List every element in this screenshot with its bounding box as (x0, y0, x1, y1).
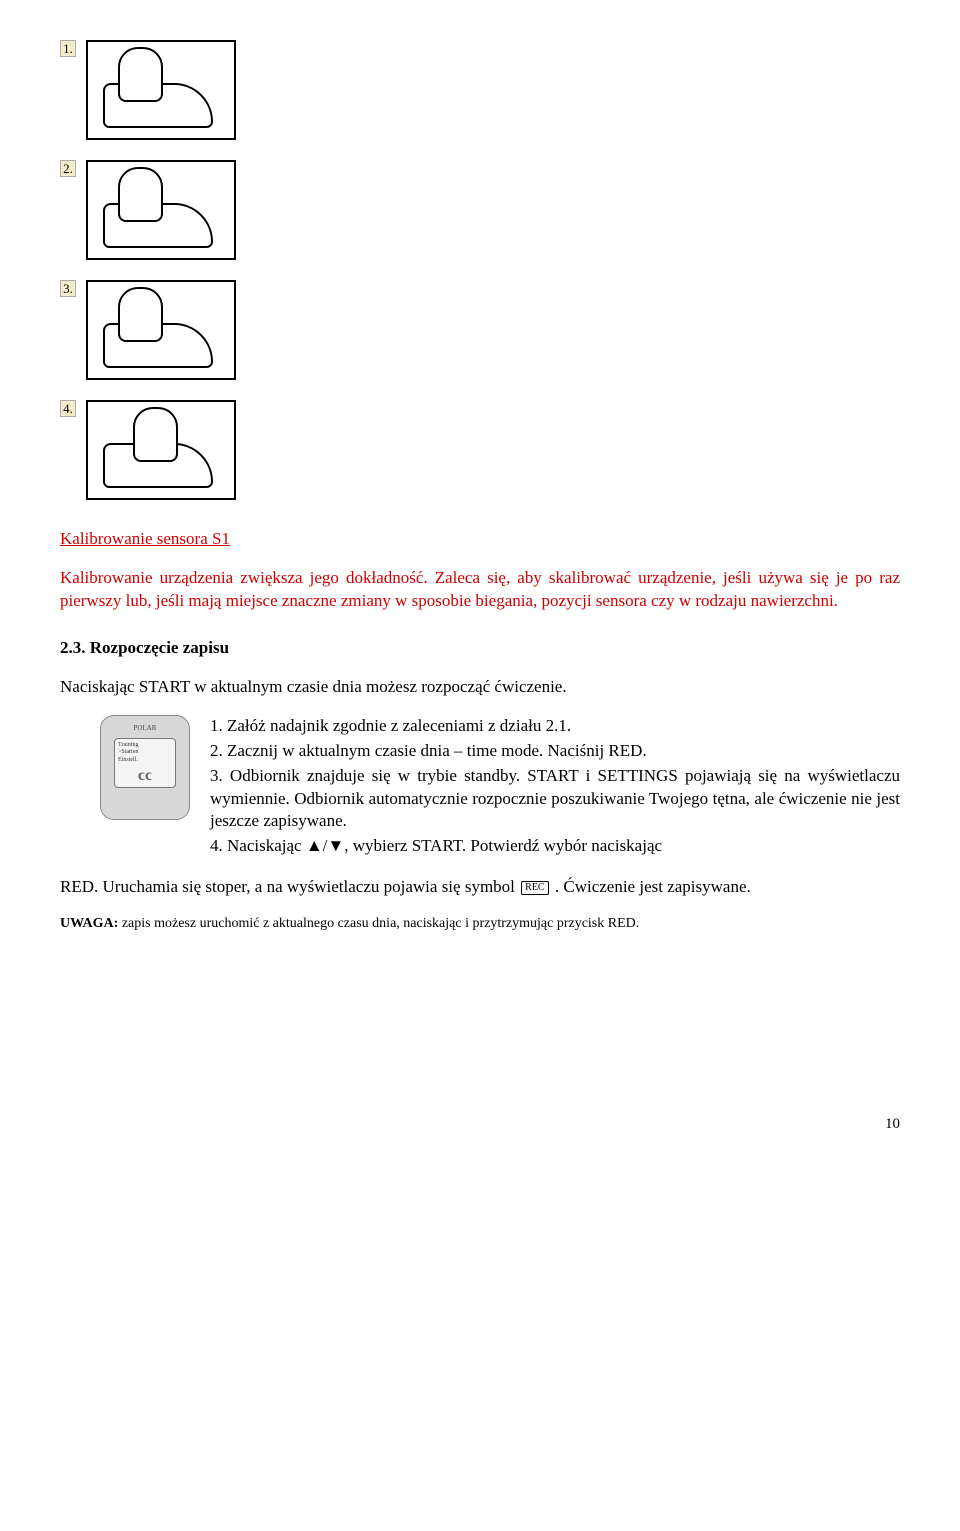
post-red-text-b: . Ćwiczenie jest zapisywane. (555, 877, 751, 896)
figure-2: 2. (60, 160, 900, 260)
figure-image-3 (86, 280, 236, 380)
figure-label-2: 2. (60, 160, 76, 177)
figure-label-1: 1. (60, 40, 76, 57)
watch-screen-lines: Training >Starten Einstell. (118, 742, 172, 764)
figure-4: 4. (60, 400, 900, 500)
figure-image-4 (86, 400, 236, 500)
watch-screen: Training >Starten Einstell. ϲϲ (114, 738, 176, 788)
watch-illustration: POLAR Training >Starten Einstell. ϲϲ (100, 715, 190, 820)
post-red-text-a: RED. Uruchamia się stoper, a na wyświetl… (60, 877, 519, 896)
note-label: UWAGA: (60, 916, 122, 931)
step-4: 4. Naciskając ▲/▼, wybierz START. Potwie… (210, 835, 900, 858)
figure-image-1 (86, 40, 236, 140)
calibration-description: Kalibrowanie urządzenia zwiększa jego do… (60, 567, 900, 613)
page-number: 10 (60, 1114, 900, 1134)
rec-icon: REC (521, 881, 548, 895)
note-paragraph: UWAGA: zapis możesz uruchomić z aktualne… (60, 915, 900, 934)
watch-brand: POLAR (134, 724, 157, 733)
note-text: zapis możesz uruchomić z aktualnego czas… (122, 916, 639, 931)
steps-block: POLAR Training >Starten Einstell. ϲϲ 1. … (60, 715, 900, 861)
section-heading-2-3: 2.3. Rozpoczęcie zapisu (60, 637, 900, 660)
figure-label-3: 3. (60, 280, 76, 297)
step-2: 2. Zacznij w aktualnym czasie dnia – tim… (210, 740, 900, 763)
steps-list: 1. Załóż nadajnik zgodnie z zaleceniami … (210, 715, 900, 861)
intro-paragraph: Naciskając START w aktualnym czasie dnia… (60, 676, 900, 699)
step-1: 1. Załóż nadajnik zgodnie z zaleceniami … (210, 715, 900, 738)
watch-big-digit: ϲϲ (118, 766, 172, 785)
calibration-heading: Kalibrowanie sensora S1 (60, 528, 900, 551)
figure-label-4: 4. (60, 400, 76, 417)
post-red-line: RED. Uruchamia się stoper, a na wyświetl… (60, 876, 900, 899)
step-3: 3. Odbiornik znajduje się w trybie stand… (210, 765, 900, 834)
installation-figures: 1. 2. 3. 4. (60, 40, 900, 500)
figure-1: 1. (60, 40, 900, 140)
figure-3: 3. (60, 280, 900, 380)
figure-image-2 (86, 160, 236, 260)
